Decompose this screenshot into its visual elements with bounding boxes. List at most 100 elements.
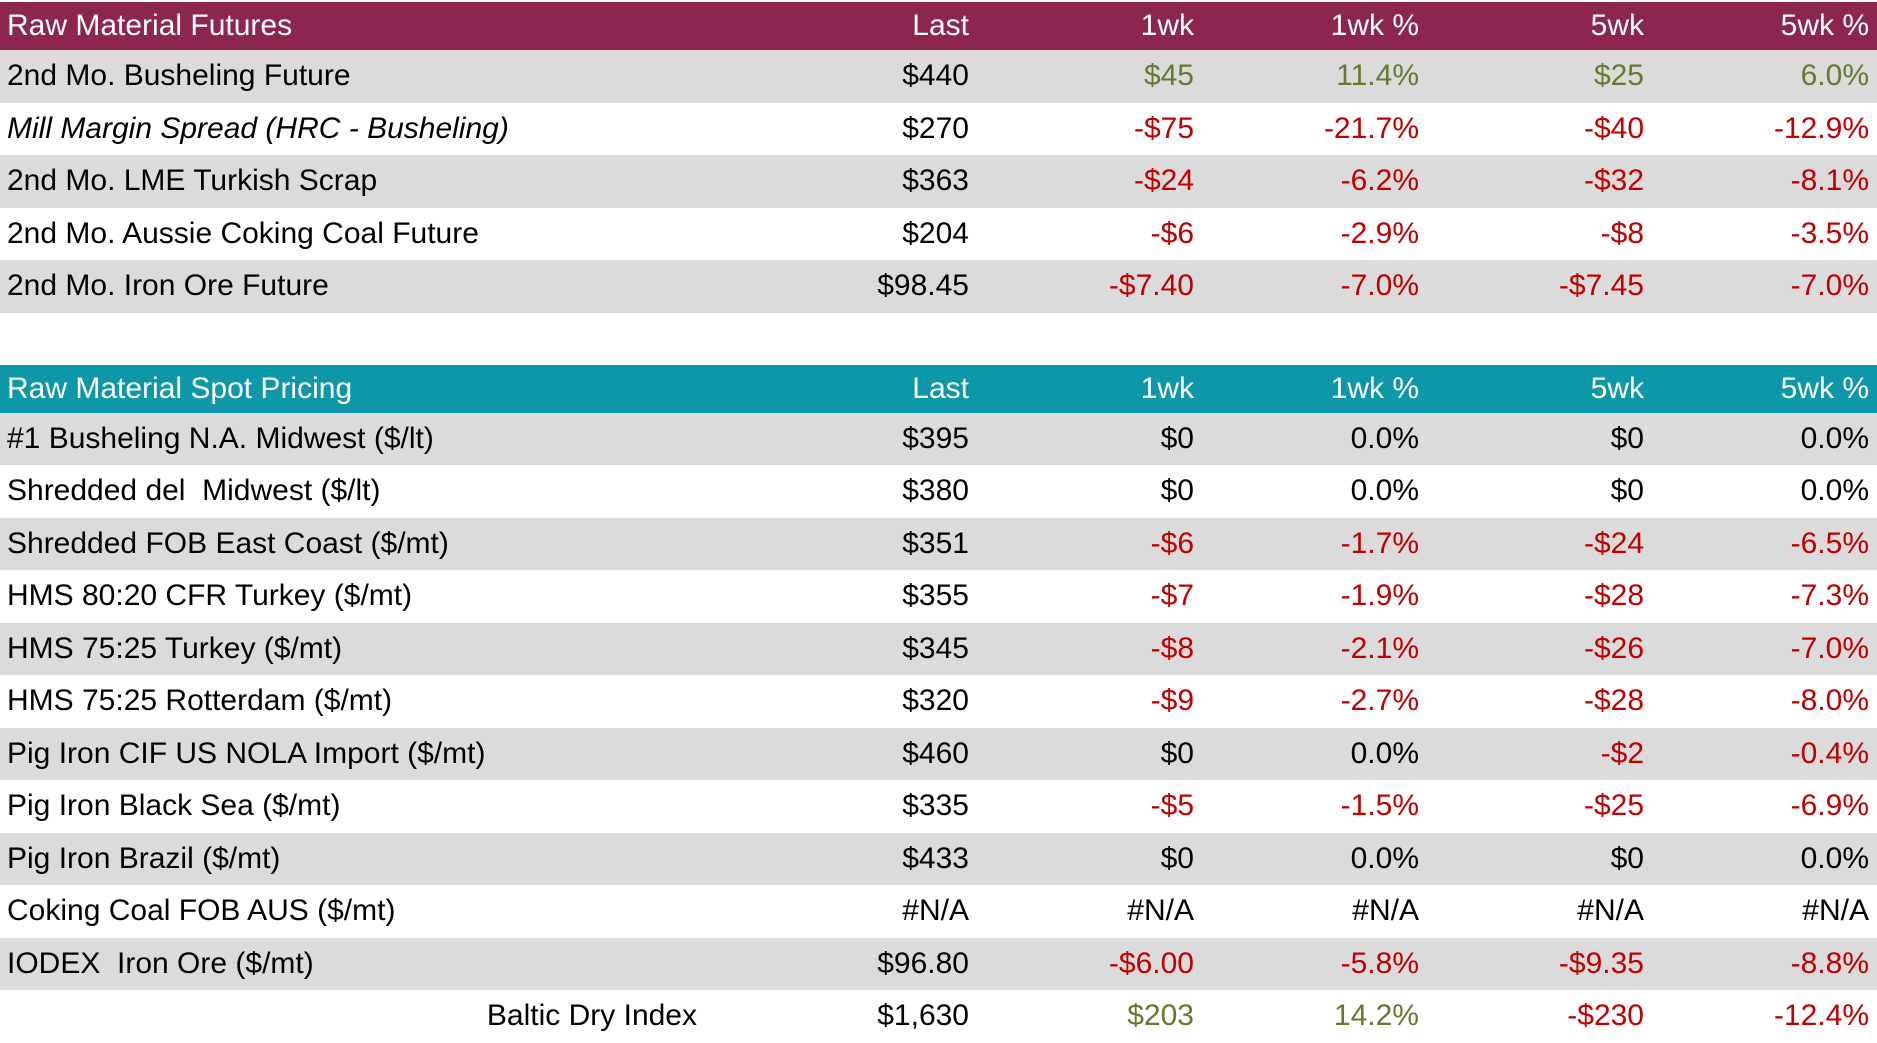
cell-5wk-: -6.5% (1790, 526, 1869, 560)
cell-last: $395 (902, 421, 969, 455)
cell-1wk: -$7.40 (1108, 269, 1194, 303)
cell-1wk-: -5.8% (1340, 946, 1419, 980)
cell-1wk: -$7 (1150, 579, 1194, 613)
futures-table-header-row: Raw Material Futures Last 1wk 1wk % 5wk … (0, 2, 1877, 50)
cell-1wk-: -1.5% (1340, 789, 1419, 823)
row-label: HMS 75:25 Turkey ($/mt) (7, 631, 343, 665)
cell-last: $204 (902, 216, 969, 250)
cell-1wk: $0 (1160, 421, 1194, 455)
cell-1wk: $0 (1160, 474, 1194, 508)
cell-5wk: -$24 (1583, 526, 1644, 560)
table-row: Shredded del Midwest ($/lt) $380 $0 0.0% $0 0… (0, 465, 1877, 518)
cell-last: $351 (902, 526, 969, 560)
cell-1wk: -$6.00 (1108, 946, 1194, 980)
table-row: HMS 75:25 Rotterdam ($/mt) $320 -$9 -2.7% -$… (0, 675, 1877, 728)
cell-5wk: $25 (1593, 59, 1644, 93)
cell-1wk: -$6 (1150, 526, 1194, 560)
column-header-1wk: 1wk (1140, 9, 1194, 42)
cell-5wk: -$9.35 (1558, 946, 1644, 980)
spot-pricing-title: Raw Material Spot Pricing (7, 371, 353, 405)
cell-1wk-: 0.0% (1350, 841, 1419, 875)
cell-5wk-: -12.9% (1773, 111, 1869, 145)
cell-5wk: -$2 (1600, 736, 1644, 770)
cell-5wk: $0 (1610, 474, 1644, 508)
column-header-5wk: 5wk (1590, 371, 1644, 405)
cell-5wk-: -3.5% (1790, 216, 1869, 250)
cell-1wk-: -2.7% (1340, 684, 1419, 718)
table-row: Shredded FOB East Coast ($/mt) $351 -$6 -1.… (0, 517, 1877, 570)
table-row: 2nd Mo. Aussie Coking Coal Future $204 -$6… (0, 207, 1877, 260)
cell-5wk-: 0.0% (1800, 474, 1869, 508)
row-label: HMS 75:25 Rotterdam ($/mt) (7, 684, 393, 718)
cell-last: $380 (902, 474, 969, 508)
cell-last: $355 (902, 579, 969, 613)
cell-last: $345 (902, 631, 969, 665)
cell-5wk: -$7.45 (1558, 269, 1644, 303)
column-header-1wk-pct: 1wk % (1330, 9, 1419, 42)
table-row: #1 Busheling N.A. Midwest ($/lt) $395 $0 0.… (0, 412, 1877, 465)
cell-5wk: -$28 (1583, 684, 1644, 718)
cell-5wk: -$8 (1600, 216, 1644, 250)
table-row: Baltic Dry Index $1,630 $203 14.2% -$230 -12.… (0, 990, 1877, 1043)
cell-1wk: -$8 (1150, 631, 1194, 665)
cell-5wk: -$26 (1583, 631, 1644, 665)
row-label: Baltic Dry Index (486, 999, 697, 1033)
column-header-5wk-pct: 5wk % (1780, 371, 1869, 405)
row-label: 2nd Mo. Busheling Future (7, 59, 351, 93)
cell-5wk-: 6.0% (1800, 59, 1869, 93)
row-label: Shredded del Midwest ($/lt) (7, 474, 381, 508)
futures-table-body: 2nd Mo. Busheling Future $440 $45 11.4% $25 6… (0, 50, 1877, 313)
row-label: 2nd Mo. Iron Ore Future (7, 269, 329, 303)
cell-5wk-: -8.8% (1790, 946, 1869, 980)
column-header-5wk: 5wk (1590, 9, 1644, 42)
row-label: Pig Iron Brazil ($/mt) (7, 841, 281, 875)
spot-pricing-table-body: #1 Busheling N.A. Midwest ($/lt) $395 $0 0.… (0, 412, 1877, 1043)
cell-1wk: $203 (1127, 999, 1194, 1033)
column-header-1wk-pct: 1wk % (1330, 371, 1419, 405)
row-label: #1 Busheling N.A. Midwest ($/lt) (7, 421, 434, 455)
cell-1wk: -$24 (1133, 164, 1194, 198)
cell-last: $433 (902, 841, 969, 875)
cell-5wk-: -7.0% (1790, 631, 1869, 665)
row-label: Pig Iron Black Sea ($/mt) (7, 789, 341, 823)
cell-last: $96.80 (877, 946, 969, 980)
table-row: IODEX Iron Ore ($/mt) $96.80 -$6.00 -5.8% -$… (0, 937, 1877, 990)
row-label: Shredded FOB East Coast ($/mt) (7, 526, 449, 560)
cell-1wk-: -2.1% (1340, 631, 1419, 665)
column-header-last: Last (912, 9, 969, 42)
cell-1wk-: -1.9% (1340, 579, 1419, 613)
futures-table: Raw Material Futures Last 1wk 1wk % 5wk … (0, 2, 1877, 313)
table-row: HMS 75:25 Turkey ($/mt) $345 -$8 -2.1% -$26 -… (0, 622, 1877, 675)
row-label: Mill Margin Spread (HRC - Busheling) (7, 111, 509, 145)
cell-5wk-: 0.0% (1800, 841, 1869, 875)
cell-5wk-: -8.0% (1790, 684, 1869, 718)
cell-1wk: -$5 (1150, 789, 1194, 823)
cell-last: #N/A (902, 894, 969, 928)
column-header-last: Last (912, 371, 969, 405)
cell-5wk: $0 (1610, 421, 1644, 455)
cell-1wk-: -7.0% (1340, 269, 1419, 303)
cell-1wk-: 14.2% (1333, 999, 1419, 1033)
cell-1wk-: 0.0% (1350, 736, 1419, 770)
row-label: 2nd Mo. Aussie Coking Coal Future (7, 216, 479, 250)
table-row: 2nd Mo. Iron Ore Future $98.45 -$7.40 -7.0%… (0, 260, 1877, 313)
cell-1wk: -$75 (1133, 111, 1194, 145)
cell-1wk: $45 (1143, 59, 1194, 93)
row-label: 2nd Mo. LME Turkish Scrap (7, 164, 378, 198)
table-row: Pig Iron Brazil ($/mt) $433 $0 0.0% $0 0.0% (0, 832, 1877, 885)
spot-pricing-table: Raw Material Spot Pricing Last 1wk 1wk %… (0, 364, 1877, 1043)
cell-1wk-: -21.7% (1323, 111, 1419, 145)
cell-1wk-: 0.0% (1350, 474, 1419, 508)
table-row: 2nd Mo. Busheling Future $440 $45 11.4% $25 6… (0, 50, 1877, 103)
table-row: Pig Iron Black Sea ($/mt) $335 -$5 -1.5% -$2… (0, 780, 1877, 833)
table-row: Mill Margin Spread (HRC - Busheling) $270… (0, 102, 1877, 155)
cell-last: $335 (902, 789, 969, 823)
cell-5wk-: -0.4% (1790, 736, 1869, 770)
row-label: HMS 80:20 CFR Turkey ($/mt) (7, 579, 413, 613)
cell-last: $460 (902, 736, 969, 770)
cell-1wk-: -1.7% (1340, 526, 1419, 560)
cell-1wk-: 0.0% (1350, 421, 1419, 455)
table-row: HMS 80:20 CFR Turkey ($/mt) $355 -$7 -1.9% -… (0, 570, 1877, 623)
column-header-5wk-pct: 5wk % (1780, 9, 1869, 42)
